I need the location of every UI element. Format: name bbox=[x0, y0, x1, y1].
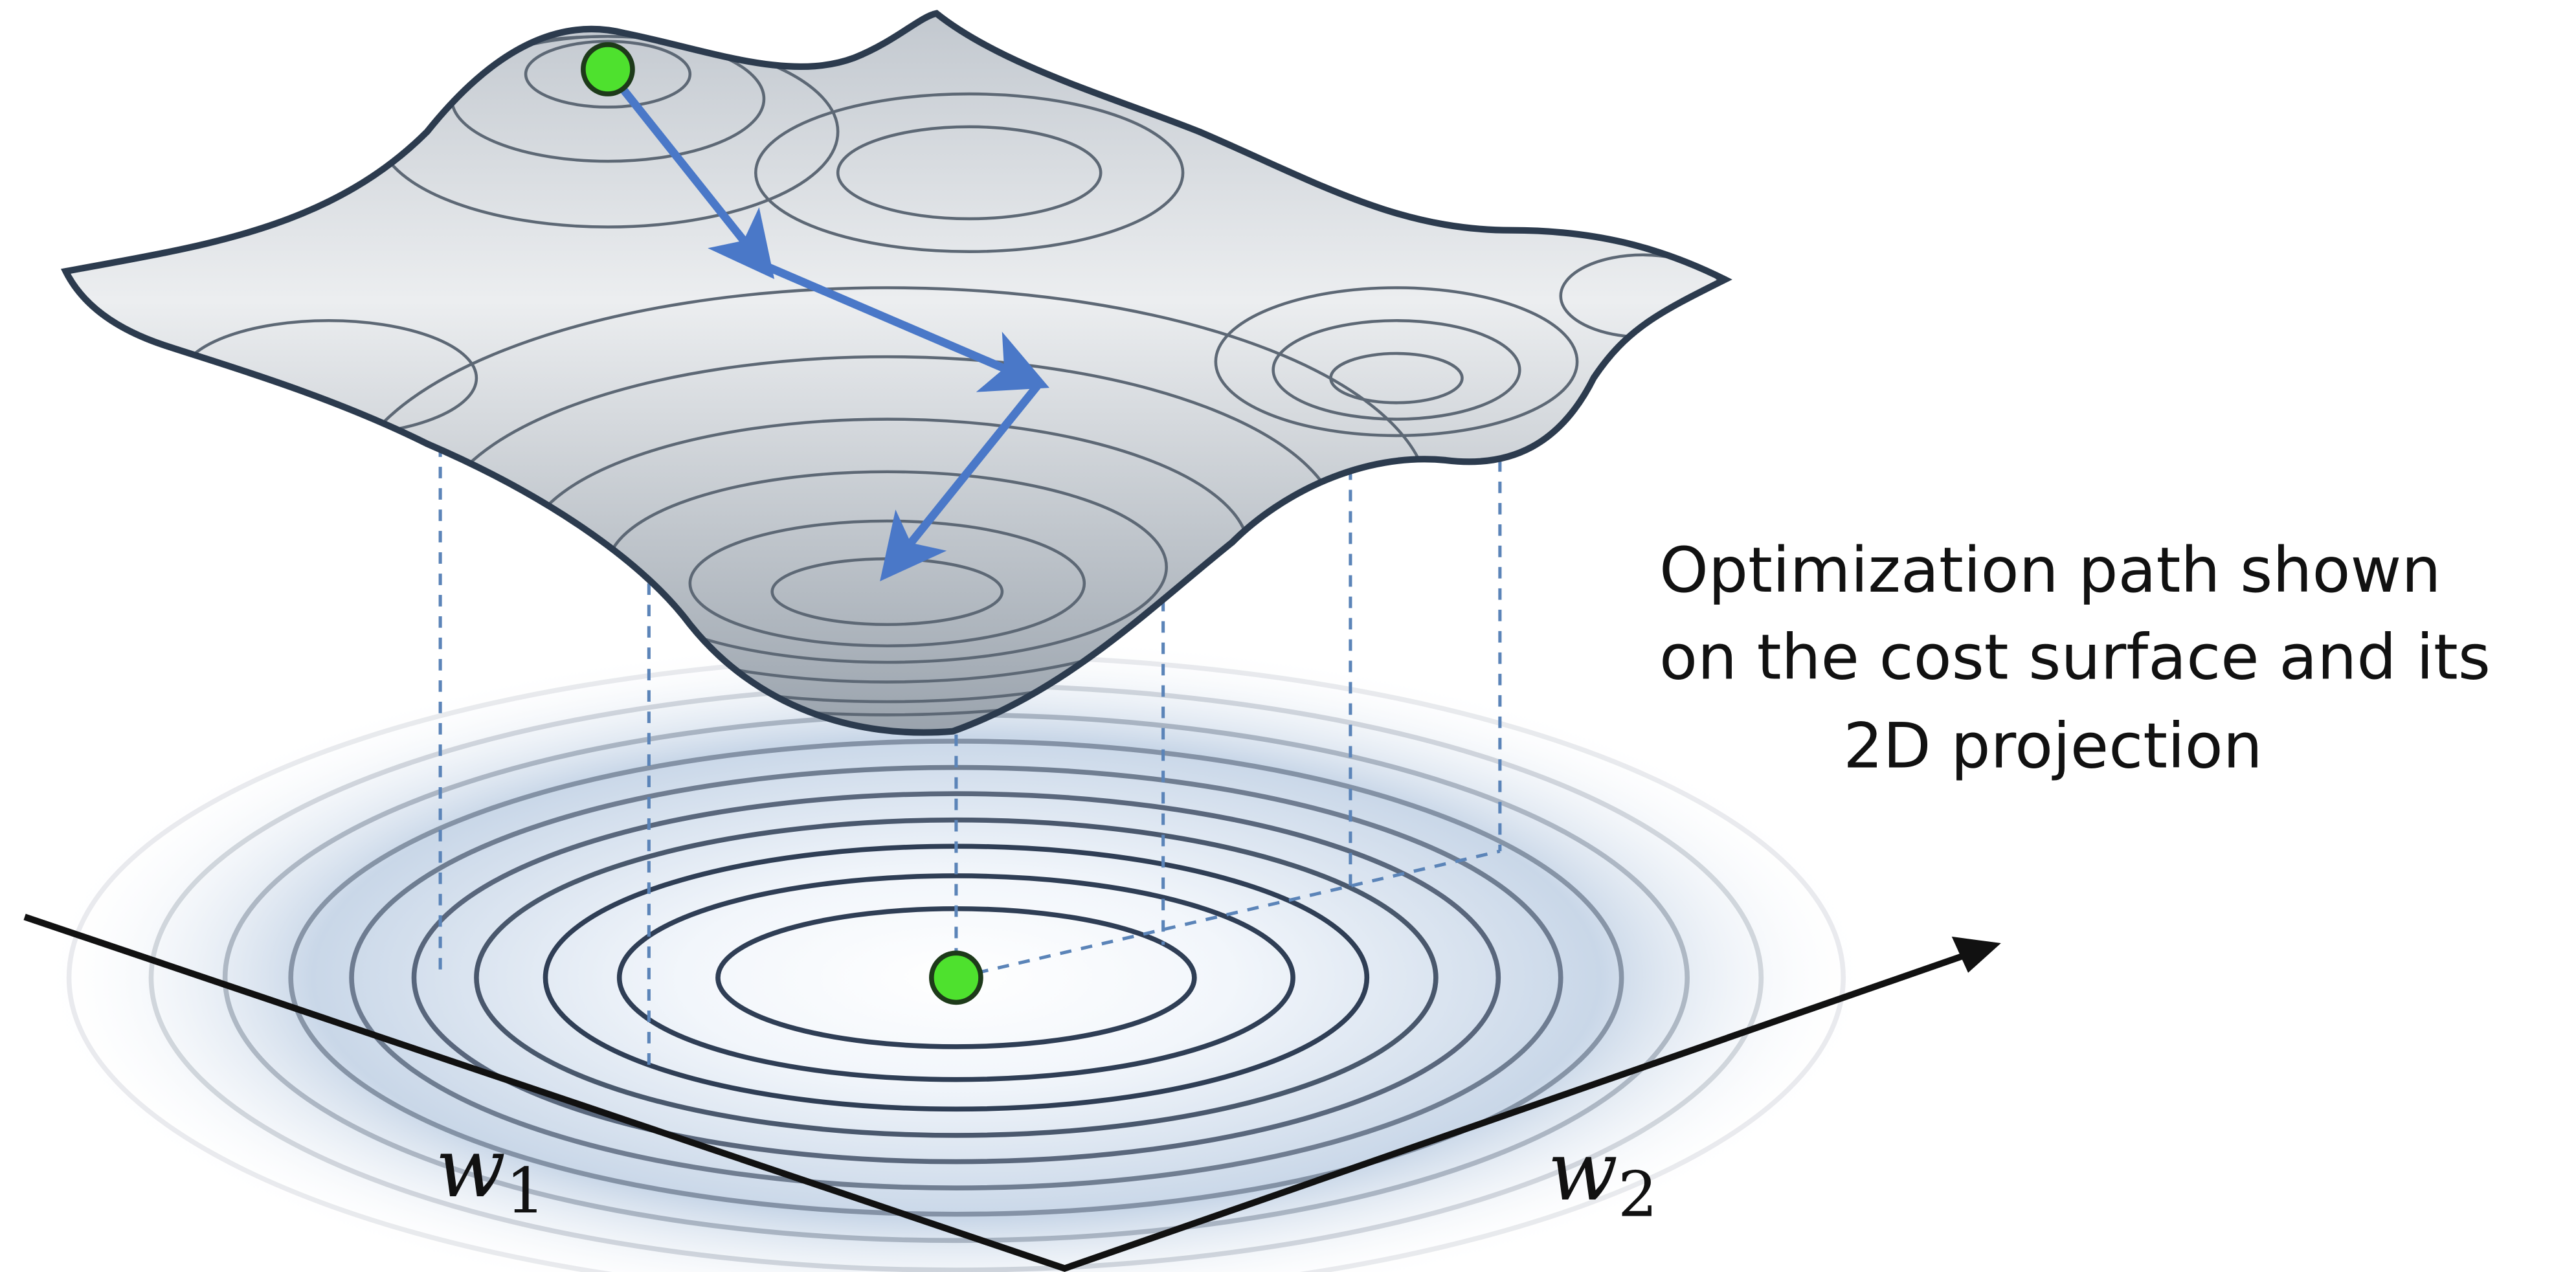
caption-line: Optimization path shown bbox=[1659, 534, 2441, 607]
axis-symbol: w bbox=[1547, 1123, 1618, 1219]
diagram: Optimization path shown on the cost surf… bbox=[0, 0, 2576, 1272]
start-point bbox=[583, 45, 633, 94]
axis-symbol: w bbox=[435, 1120, 506, 1216]
projected-point bbox=[932, 953, 981, 1002]
caption-line: on the cost surface and its bbox=[1659, 621, 2491, 693]
axis-subscript: 2 bbox=[1618, 1158, 1657, 1231]
page: Optimization path shown on the cost surf… bbox=[0, 0, 2576, 1272]
axis-subscript: 1 bbox=[506, 1155, 545, 1227]
cost-surface bbox=[66, 14, 1725, 733]
caption-line: 2D projection bbox=[1843, 710, 2263, 783]
